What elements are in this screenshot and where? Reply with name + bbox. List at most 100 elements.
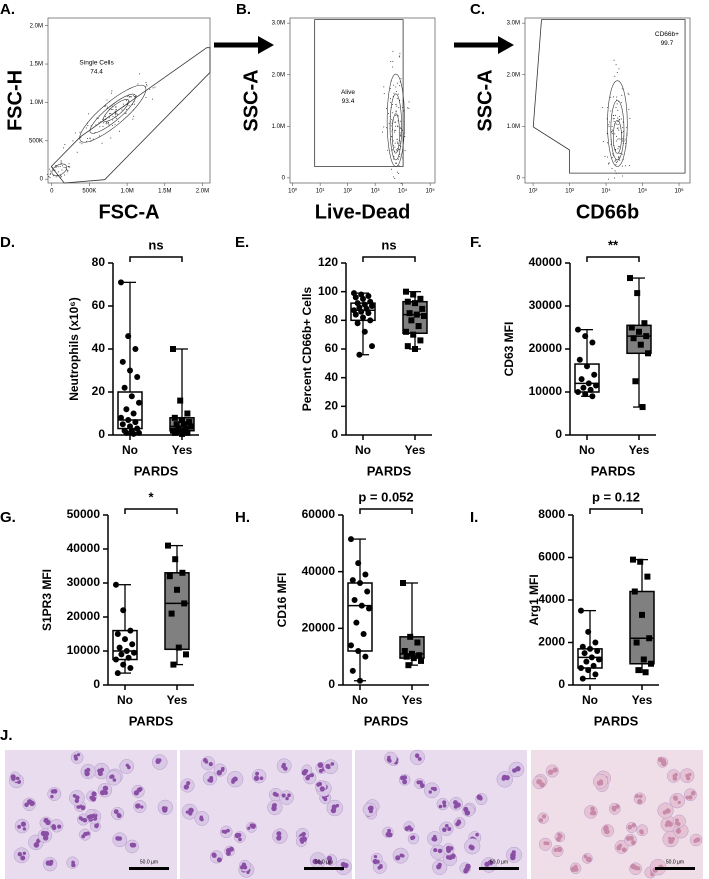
gate-value: 93.4 [342,98,355,105]
data-point [125,654,132,661]
event-dot [67,170,69,172]
nucleus-lobe [186,781,191,786]
event-dot [399,156,401,158]
significance-bracket [589,508,643,514]
event-dot [612,96,614,98]
x-axis-label: PARDS [129,713,174,728]
y-axis-label: SSC-A [240,69,262,131]
event-dot [388,123,390,125]
box-plot: H. 0 20000 40000 60000 CD16 MFI PARDS No Yes p = … [235,489,429,728]
data-point [589,339,596,346]
significance-label: ** [608,237,619,252]
event-dot [610,110,612,112]
nucleus-lobe [437,864,442,868]
data-point [588,654,595,661]
event-dot [627,92,629,94]
event-dot [105,105,107,107]
data-point [179,430,185,437]
event-dot [139,73,141,75]
gate-value: 99.7 [661,40,674,47]
data-point [365,292,372,299]
nucleus-lobe [116,813,122,819]
y-tick-label: 2000 [538,635,565,649]
nucleus-lobe [401,854,405,858]
plot-frame [47,17,211,184]
nucleus-lobe [50,794,54,799]
nucleus-lobe [208,762,213,767]
event-dot [121,109,123,111]
nucleus-lobe [85,831,90,836]
nucleus-lobe [185,810,189,814]
nucleus-lobe [553,847,558,852]
event-dot [391,118,393,120]
data-point [593,382,599,389]
data-point [591,371,598,378]
x-tick-label: No [122,443,138,457]
nucleus-lobe [618,843,623,848]
event-dot [132,95,134,97]
data-point [415,323,422,330]
event-dot [613,177,615,179]
event-dot [619,159,621,161]
nucleus-lobe [445,854,451,860]
data-point [575,326,581,333]
event-dot [628,93,630,95]
density-contour [610,100,625,161]
event-dot [80,137,82,139]
x-tick-label: 0 [50,189,54,195]
nucleus-lobe [538,818,544,823]
data-point [416,652,423,659]
data-point [403,328,409,335]
y-tick-label: 10000 [67,643,101,657]
event-dot [613,121,615,123]
nucleus-lobe [442,827,447,833]
nucleus-lobe [599,781,604,786]
x-axis-label: PARDS [134,463,179,478]
event-dot [625,146,627,148]
nucleus-lobe [301,836,308,842]
event-dot [111,125,113,127]
scale-bar-label: 50.0 µm [666,859,684,865]
event-dot [622,159,624,161]
data-point [410,331,417,338]
nucleus-lobe [99,790,106,796]
x-tick-label: Yes [632,693,653,707]
event-dot [130,96,132,98]
nucleus-lobe [555,836,561,842]
nucleus-lobe [276,831,282,837]
cell [200,756,216,771]
nucleus-lobe [611,805,617,811]
event-dot [115,114,117,116]
event-dot [97,117,99,119]
box-plot: D. 0 20 40 60 80 Neutrophils (x10⁶) PARDS No Yes n… [0,234,199,478]
data-point [631,588,638,595]
y-tick-label: 40000 [302,564,336,578]
event-dot [386,108,388,110]
panel-label: D. [0,234,15,251]
scale-bar [655,867,695,870]
event-dot [613,59,615,61]
data-point [578,665,584,671]
event-dot [616,127,618,129]
event-dot [67,171,69,173]
nucleus-lobe [548,769,554,775]
y-tick-label: 60 [325,341,339,355]
event-dot [403,132,405,134]
nucleus-lobe [590,806,595,812]
nucleus-lobe [621,847,627,853]
data-point [118,279,124,286]
event-dot [105,121,107,123]
y-tick-label: 8000 [538,507,565,521]
density-contour [51,163,68,176]
event-dot [607,156,609,158]
x-tick-label: 1.0M [120,189,133,195]
significance-bracket [362,256,416,262]
data-point [632,378,639,385]
data-point [581,650,588,657]
event-dot [611,157,613,159]
data-point [119,421,126,428]
x-tick-label: No [582,693,598,707]
nucleus-lobe [301,831,306,837]
nucleus-lobe [556,846,562,853]
nucleus-lobe [634,794,639,799]
